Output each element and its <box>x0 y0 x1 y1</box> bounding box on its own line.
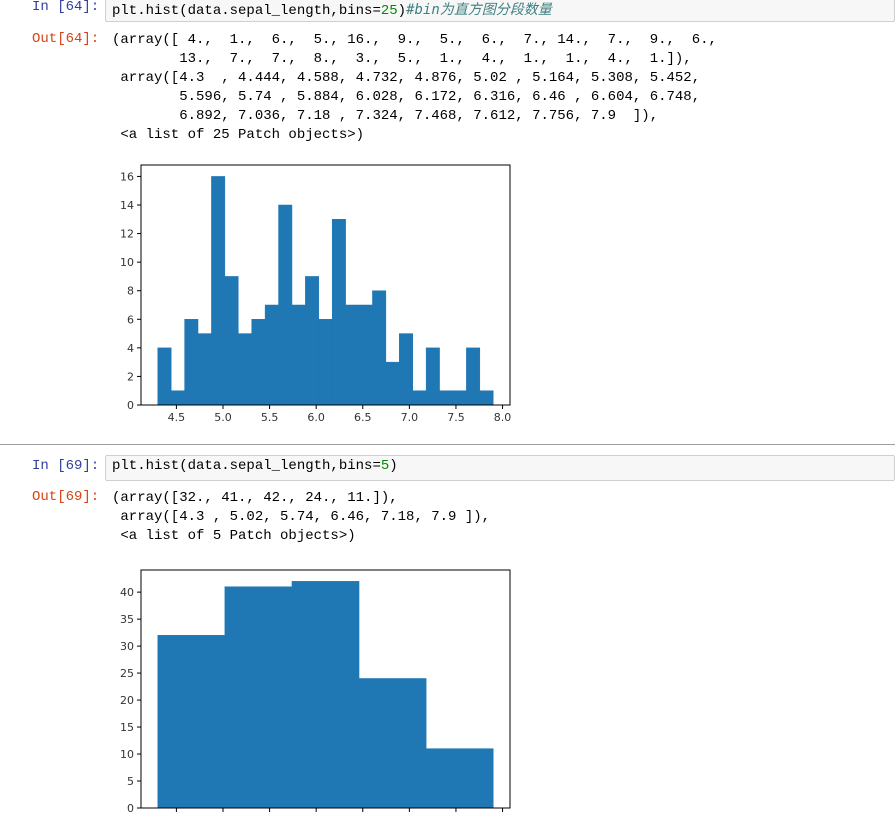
output-line: 13., 7., 7., 8., 3., 5., 1., 4., 1., 1.,… <box>112 51 692 67</box>
axes-frame <box>140 569 511 809</box>
histogram-bar <box>197 333 212 406</box>
histogram-bar <box>264 304 279 406</box>
x-tick-label: 5.0 <box>214 411 232 424</box>
y-tick-label: 15 <box>120 721 134 734</box>
output-line: <a list of 25 Patch objects>) <box>112 127 365 143</box>
y-tick-label: 5 <box>127 775 134 788</box>
out-prompt: Out[64]: <box>32 31 100 47</box>
histogram-bar <box>372 290 387 406</box>
code-text: plt.hist(data.sepal_length,bins= <box>112 458 381 474</box>
histogram-bar <box>211 176 226 406</box>
out-prompt: Out[69]: <box>32 489 100 505</box>
axes-frame <box>140 164 511 406</box>
histogram-bar <box>291 304 306 406</box>
code-cell[interactable] <box>105 455 895 481</box>
histogram-bar <box>224 586 293 809</box>
code: plt.hist(data.sepal_length,bins=25)#bin为… <box>112 0 552 19</box>
histogram-bar <box>358 678 427 809</box>
histogram-bar <box>479 390 494 406</box>
x-tick-label: 7.5 <box>447 411 465 424</box>
code-text: ) <box>397 3 407 19</box>
output: (array([ 4., 1., 6., 5., 16., 9., 5., 6.… <box>112 31 717 145</box>
histogram-bar <box>452 390 467 406</box>
histogram-bar <box>345 304 360 406</box>
histogram-bar <box>238 333 252 406</box>
y-tick-label: 12 <box>120 228 134 241</box>
y-tick-label: 14 <box>120 199 134 212</box>
x-tick-label: 7.0 <box>401 411 419 424</box>
histogram-bar <box>412 390 427 406</box>
y-tick-label: 30 <box>120 640 134 653</box>
output: (array([32., 41., 42., 24., 11.]), array… <box>112 489 490 546</box>
y-tick-label: 20 <box>120 694 134 707</box>
code-text: plt.hist(data.sepal_length,bins= <box>112 3 381 19</box>
cell-separator <box>0 444 895 445</box>
output-line: array([4.3 , 5.02, 5.74, 6.46, 7.18, 7.9… <box>112 509 491 525</box>
histogram-bar <box>251 319 266 406</box>
histogram-bar <box>305 276 320 406</box>
code: plt.hist(data.sepal_length,bins=5) <box>112 458 398 474</box>
output-line: 6.892, 7.036, 7.18 , 7.324, 7.468, 7.612… <box>112 108 659 124</box>
y-tick-label: 0 <box>127 802 134 815</box>
output-line: (array([ 4., 1., 6., 5., 16., 9., 5., 6.… <box>112 32 717 48</box>
histogram-bar <box>358 304 373 406</box>
histogram-bar <box>224 276 239 406</box>
histogram-bar <box>466 347 481 406</box>
y-tick-label: 6 <box>127 313 134 326</box>
histogram-bar <box>425 748 494 809</box>
histogram-bar <box>291 581 360 809</box>
histogram-bar <box>399 333 413 406</box>
y-tick-label: 10 <box>120 748 134 761</box>
code-number: 5 <box>380 458 390 474</box>
y-tick-label: 0 <box>127 399 134 412</box>
output-line: 5.596, 5.74 , 5.884, 6.028, 6.172, 6.316… <box>112 89 701 105</box>
histogram-bar <box>157 635 226 809</box>
x-tick-label: 5.5 <box>261 411 279 424</box>
x-tick-label: 8.0 <box>494 411 512 424</box>
histogram-bar <box>439 390 454 406</box>
in-prompt: In [69]: <box>32 458 100 474</box>
output-line: (array([32., 41., 42., 24., 11.]), <box>112 490 398 506</box>
histogram-bar <box>157 347 172 406</box>
output-line: <a list of 5 Patch objects>) <box>112 528 356 544</box>
histogram-bar <box>385 361 400 406</box>
x-tick-label: 4.5 <box>168 411 186 424</box>
y-tick-label: 35 <box>120 613 134 626</box>
histogram-bar <box>425 347 440 406</box>
code-number: 25 <box>380 3 398 19</box>
y-tick-label: 10 <box>120 256 134 269</box>
histogram-bar <box>278 204 293 406</box>
in-prompt: In [64]: <box>32 0 100 15</box>
y-tick-label: 25 <box>120 667 134 680</box>
x-tick-label: 6.5 <box>354 411 372 424</box>
code-comment: #bin为直方图分段数量 <box>406 2 552 18</box>
y-tick-label: 2 <box>127 370 134 383</box>
y-tick-label: 40 <box>120 586 134 599</box>
output-line: array([4.3 , 4.444, 4.588, 4.732, 4.876,… <box>112 70 701 86</box>
y-tick-label: 16 <box>120 170 134 183</box>
histogram-bar <box>318 319 333 406</box>
histogram-bar <box>184 319 199 406</box>
histogram-bar <box>331 219 346 406</box>
y-tick-label: 8 <box>127 285 134 298</box>
x-tick-label: 6.0 <box>307 411 325 424</box>
histogram-bar <box>170 390 185 406</box>
y-tick-label: 4 <box>127 342 134 355</box>
code-text: ) <box>389 458 398 474</box>
